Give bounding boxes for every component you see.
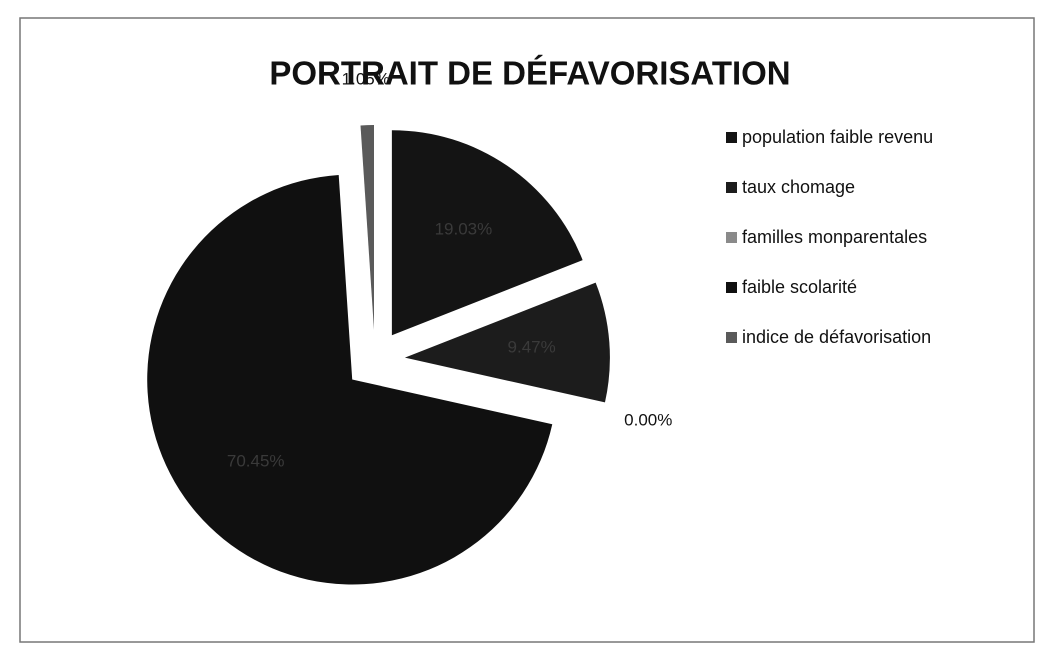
data-label: 19.03% [435,220,493,239]
legend-swatch [726,182,737,193]
pie-slice [404,282,610,403]
legend-label: indice de défavorisation [742,327,931,347]
legend-swatch [726,132,737,143]
legend-label: population faible revenu [742,127,933,147]
legend-label: faible scolarité [742,277,857,297]
data-label: 9.47% [508,337,556,356]
data-label: 1.05% [342,70,390,89]
legend-swatch [726,332,737,343]
legend-swatch [726,232,737,243]
pie-slice [391,130,583,336]
pie-slice [360,125,375,331]
legend-swatch [726,282,737,293]
data-label: 70.45% [227,452,285,471]
pie-slice [147,174,553,585]
chart-title: PORTRAIT DE DÉFAVORISATION [269,55,790,92]
legend-label: familles monparentales [742,227,927,247]
data-label: 0.00% [624,411,672,430]
legend-label: taux chomage [742,177,855,197]
